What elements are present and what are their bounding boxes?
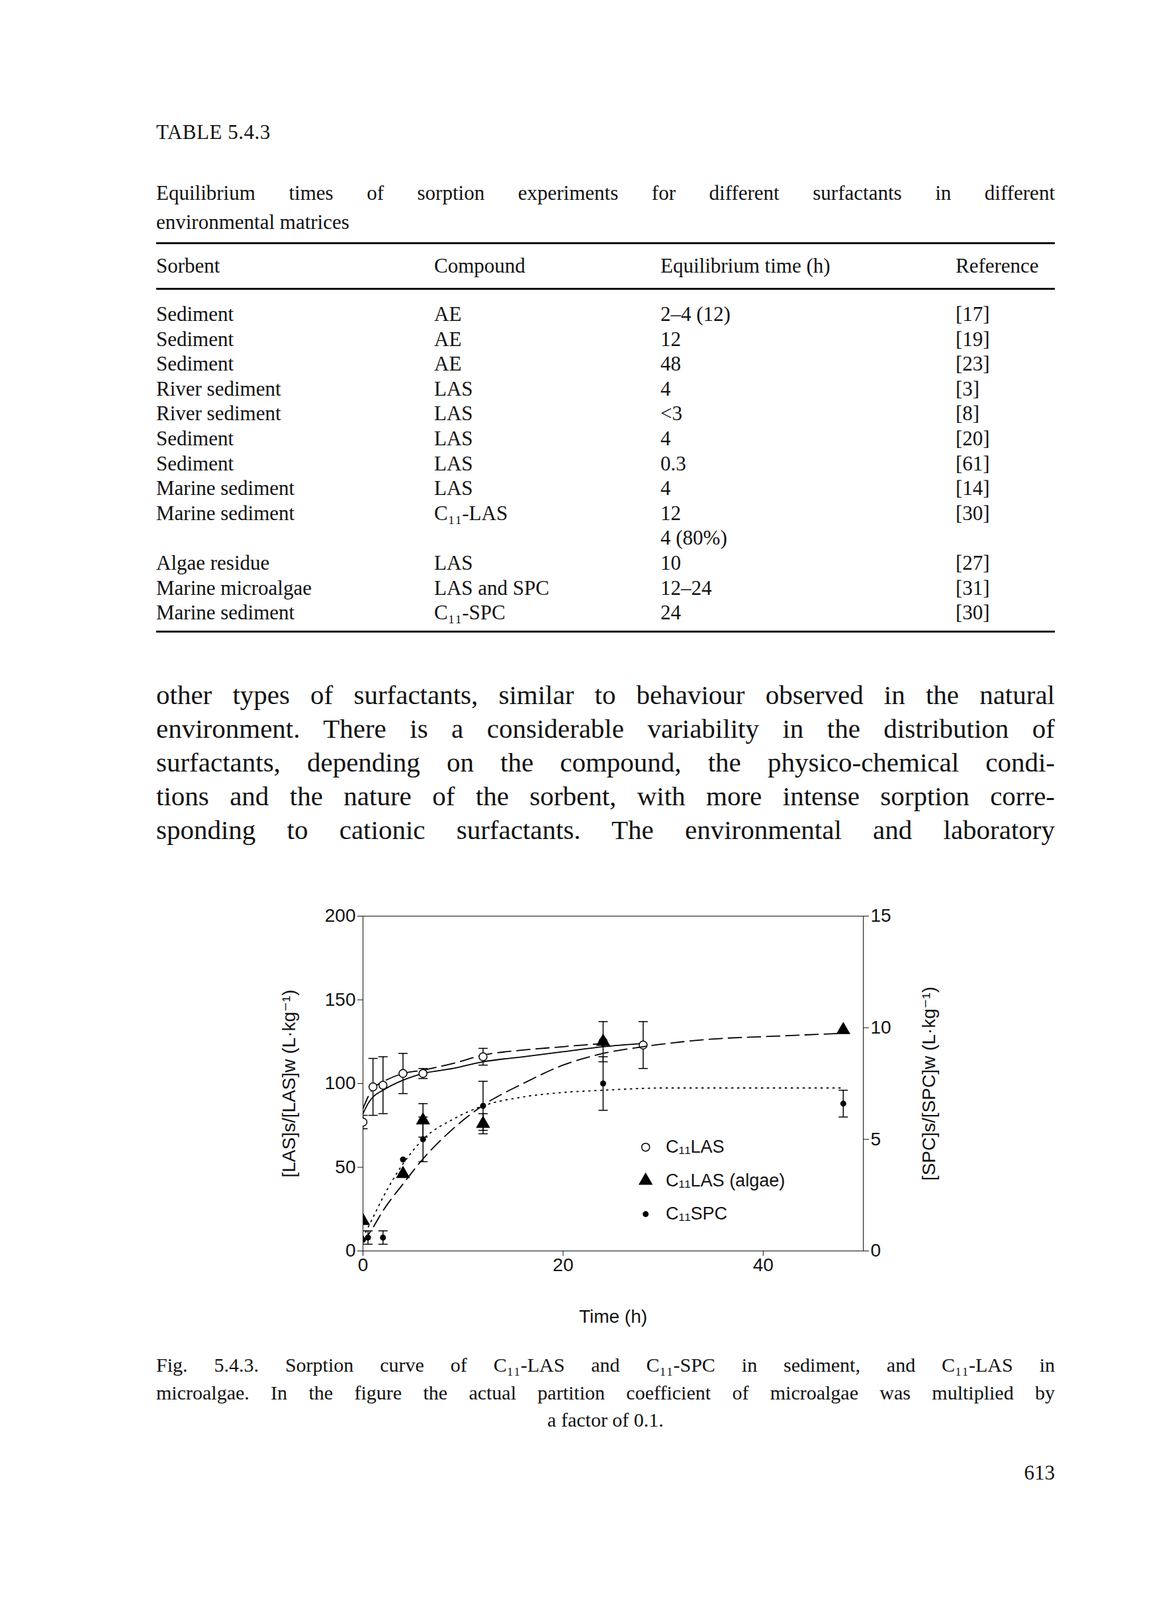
html-text:other types of surfactants, si: other types of surfactants, similar to b…: [156, 679, 1055, 711]
svg-text:50: 50: [334, 1156, 356, 1178]
html-text:microalgae. In the figure the: microalgae. In the figure the actual par…: [156, 1381, 1055, 1404]
html-text:tions and the nature of the so: tions and the nature of the sorbent, wit…: [156, 780, 1055, 812]
svg-text:C₁₁SPC: C₁₁SPC: [665, 1203, 728, 1224]
html-text:AE: AE: [434, 302, 462, 326]
html-text:12: 12: [660, 501, 681, 525]
html-text:24: 24: [660, 600, 681, 625]
html-text:4 (80%): 4 (80%): [660, 526, 728, 550]
html-text:LAS: LAS: [434, 401, 473, 426]
html-text:Marine sediment: Marine sediment: [156, 501, 295, 525]
html-text:River sediment: River sediment: [156, 377, 281, 401]
svg-text:20: 20: [552, 1254, 574, 1276]
svg-text:[SPC]s/[SPC]w (L·kg⁻¹): [SPC]s/[SPC]w (L·kg⁻¹): [918, 986, 940, 1181]
html-text:Marine microalgae: Marine microalgae: [156, 576, 312, 600]
html-text:LAS: LAS: [434, 451, 473, 475]
html-text:[30]: [30]: [955, 600, 990, 625]
html-text:Fig. 5.4.3. Sorption curve of: Fig. 5.4.3. Sorption curve of C₁₁-LAS an…: [156, 1353, 1055, 1376]
html-text:Sorbent: Sorbent: [156, 254, 220, 278]
html-text:Algae residue: Algae residue: [156, 551, 270, 575]
html-text:4: 4: [660, 476, 671, 500]
html-text:[3]: [3]: [955, 377, 980, 401]
html-text:613: 613: [1024, 1461, 1055, 1485]
html-text:AE: AE: [434, 327, 462, 351]
html-text:2–4 (12): 2–4 (12): [660, 302, 731, 326]
html-text:48: 48: [660, 352, 681, 376]
html-text:Sediment: Sediment: [156, 451, 234, 475]
html-text:Equilibrium times of sorption: Equilibrium times of sorption experiment…: [156, 181, 1055, 205]
html-text:[20]: [20]: [955, 426, 990, 451]
html-text:[14]: [14]: [955, 476, 990, 500]
html-text:LAS: LAS: [434, 426, 473, 451]
svg-text:[LAS]s/[LAS]w (L·kg⁻¹): [LAS]s/[LAS]w (L·kg⁻¹): [278, 990, 300, 1178]
html-text:environment. There is a consid: environment. There is a considerable var…: [156, 713, 1055, 744]
html-text:LAS: LAS: [434, 551, 473, 575]
html-text:River sediment: River sediment: [156, 401, 281, 426]
html-text:AE: AE: [434, 352, 462, 376]
html-text:LAS and SPC: LAS and SPC: [434, 576, 550, 600]
html-text:C₁₁-LAS: C₁₁-LAS: [434, 501, 508, 525]
svg-text:0: 0: [358, 1254, 369, 1276]
svg-text:5: 5: [870, 1128, 882, 1150]
html-text:4: 4: [660, 426, 671, 451]
html-text:Sediment: Sediment: [156, 352, 234, 376]
svg-text:Time (h): Time (h): [579, 1306, 648, 1327]
html-text:[23]: [23]: [955, 352, 990, 376]
html-text:Sediment: Sediment: [156, 302, 234, 326]
html-text:Marine sediment: Marine sediment: [156, 600, 295, 625]
html-text:TABLE 5.4.3: TABLE 5.4.3: [156, 120, 271, 144]
html-text:[61]: [61]: [955, 451, 990, 475]
html-text:a factor of 0.1.: a factor of 0.1.: [547, 1408, 664, 1431]
html-text:12–24: 12–24: [660, 576, 712, 600]
html-text:Compound: Compound: [434, 254, 526, 278]
html-text:[19]: [19]: [955, 327, 990, 351]
html-text:LAS: LAS: [434, 377, 473, 401]
svg-text:C₁₁LAS: C₁₁LAS: [665, 1136, 725, 1157]
html-text:Sediment: Sediment: [156, 426, 234, 451]
svg-text:0: 0: [345, 1240, 357, 1261]
svg-text:0: 0: [870, 1240, 882, 1261]
html-text:[31]: [31]: [955, 576, 990, 600]
html-text:surfactants, depending on the: surfactants, depending on the compound, …: [156, 747, 1055, 778]
html-text:sponding to cationic surfactan: sponding to cationic surfactants. The en…: [156, 814, 1055, 846]
svg-text:40: 40: [753, 1254, 774, 1276]
html-text:12: 12: [660, 327, 681, 351]
html-text:[30]: [30]: [955, 501, 990, 525]
html-text:Equilibrium time (h): Equilibrium time (h): [660, 254, 831, 278]
html-text:0.3: 0.3: [660, 451, 687, 475]
html-text:Reference: Reference: [955, 254, 1039, 278]
html-text:Sediment: Sediment: [156, 327, 234, 351]
svg-text:C₁₁LAS (algae): C₁₁LAS (algae): [665, 1170, 785, 1191]
html-text:environmental matrices: environmental matrices: [156, 210, 350, 234]
svg-text:150: 150: [324, 989, 357, 1010]
svg-text:10: 10: [870, 1017, 892, 1038]
html-text:[27]: [27]: [955, 551, 990, 575]
html-text:10: 10: [660, 551, 681, 575]
html-text:[8]: [8]: [955, 401, 980, 426]
html-text:Marine sediment: Marine sediment: [156, 476, 295, 500]
svg-text:200: 200: [324, 905, 357, 926]
html-text:4: 4: [660, 377, 671, 401]
html-text:LAS: LAS: [434, 476, 473, 500]
html-text:C₁₁-SPC: C₁₁-SPC: [434, 600, 506, 625]
html-text:<3: <3: [660, 401, 683, 426]
html-text:[17]: [17]: [955, 302, 990, 326]
svg-text:15: 15: [870, 905, 892, 926]
svg-text:100: 100: [324, 1072, 357, 1094]
